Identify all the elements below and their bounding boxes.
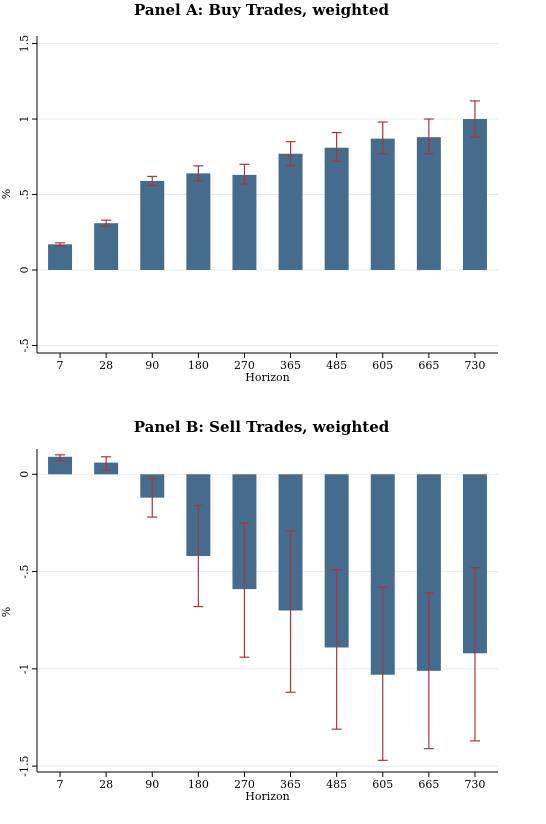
x-tick-label: 485 (326, 778, 347, 791)
x-tick-label: 28 (99, 778, 113, 791)
bar (324, 474, 349, 648)
x-tick-label: 7 (57, 778, 64, 791)
y-axis-label: % (0, 607, 13, 617)
x-tick-label: 90 (145, 359, 159, 372)
x-tick-label: 605 (372, 778, 393, 791)
y-axis-label: % (0, 189, 13, 199)
y-tick-label: -1 (18, 664, 31, 675)
x-tick-label: 28 (99, 359, 113, 372)
x-tick-label: 730 (464, 778, 485, 791)
y-tick-label: -.5 (18, 338, 31, 352)
bar (462, 119, 487, 270)
x-tick-label: 270 (234, 778, 255, 791)
x-tick-label: 180 (188, 778, 209, 791)
bar (370, 138, 395, 270)
chart-title: Panel A: Buy Trades, weighted (134, 1, 390, 19)
bar (94, 223, 119, 270)
bar (416, 137, 441, 270)
bar (416, 474, 441, 671)
bar (370, 474, 395, 675)
bar (186, 173, 211, 270)
x-axis-label: Horizon (245, 371, 290, 384)
x-tick-label: 485 (326, 359, 347, 372)
y-tick-label: 0 (18, 471, 31, 478)
y-tick-label: .5 (18, 189, 31, 200)
x-tick-label: 665 (418, 778, 439, 791)
y-tick-label: -.5 (18, 564, 31, 578)
x-tick-label: 730 (464, 359, 485, 372)
bar (48, 244, 73, 270)
x-axis-label: Horizon (245, 790, 290, 803)
x-tick-label: 365 (280, 778, 301, 791)
x-tick-label: 270 (234, 359, 255, 372)
y-tick-label: 0 (18, 266, 31, 273)
panel-b: Panel B: Sell Trades, weighted -1.5 -1 -.5 0… (0, 418, 498, 803)
x-tick-label: 665 (418, 359, 439, 372)
chart-title: Panel B: Sell Trades, weighted (134, 418, 390, 436)
panel-a: Panel A: Buy Trades, weighted -.5 0 .5 1 1.5 7… (0, 1, 498, 384)
bar (462, 474, 487, 654)
bar (140, 180, 165, 270)
x-tick-label: 7 (57, 359, 64, 372)
x-tick-label: 365 (280, 359, 301, 372)
bar (278, 153, 303, 270)
y-tick-label: 1 (18, 116, 31, 123)
y-tick-label: -1.5 (18, 756, 31, 777)
bar (232, 174, 257, 270)
x-tick-label: 180 (188, 359, 209, 372)
x-tick-label: 605 (372, 359, 393, 372)
bar (324, 147, 349, 270)
x-tick-label: 90 (145, 778, 159, 791)
bar (48, 456, 73, 475)
y-tick-label: 1.5 (18, 35, 31, 53)
